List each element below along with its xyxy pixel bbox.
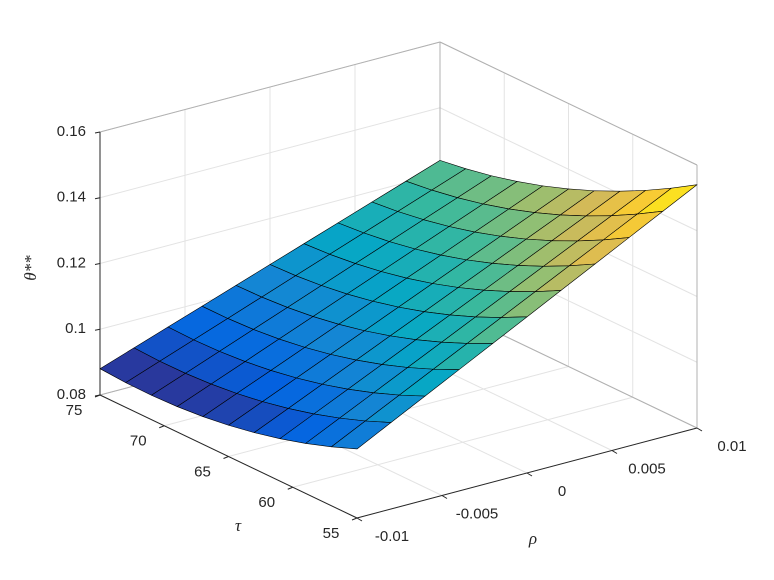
z-tick-label: 0.1: [65, 320, 86, 337]
x-tick-label: -0.005: [456, 505, 499, 522]
y-tick-label: 75: [66, 402, 83, 419]
x-tick-label: 0.01: [717, 438, 746, 455]
grid-line: [99, 107, 441, 199]
x-tick-label: 0.005: [628, 460, 666, 477]
y-tick: [287, 486, 293, 490]
box-edge: [99, 41, 441, 133]
grid-line: [99, 173, 441, 264]
z-tick: [94, 328, 101, 331]
y-tick-label: 55: [323, 525, 340, 542]
y-axis-label: τ: [235, 516, 242, 535]
x-tick-label: -0.01: [375, 528, 409, 545]
z-tick-label: 0.12: [57, 254, 86, 271]
surface-patch: [330, 420, 392, 450]
y-tick: [351, 517, 358, 521]
x-axis-label: ρ: [528, 529, 537, 548]
z-tick: [94, 263, 101, 265]
y-tick-label: 60: [258, 494, 275, 511]
x-tick: [526, 472, 533, 477]
z-tick: [94, 197, 101, 200]
y-tick: [159, 425, 165, 429]
box-edge: [439, 41, 698, 166]
y-tick-label: 70: [130, 433, 147, 450]
z-tick-label: 0.16: [57, 123, 86, 140]
z-tick-label: 0.08: [57, 386, 86, 403]
z-tick-label: 0.14: [57, 189, 86, 206]
x-tick-label: 0: [558, 483, 566, 500]
z-axis-label: θ**: [21, 255, 40, 281]
grid-line: [292, 396, 633, 488]
y-tick-label: 65: [194, 463, 211, 480]
z-tick: [94, 131, 101, 134]
x-tick: [356, 517, 363, 522]
y-tick: [223, 456, 229, 459]
x-tick: [696, 427, 703, 432]
z-tick: [94, 394, 101, 397]
x-tick: [441, 495, 448, 499]
x-tick: [611, 450, 618, 454]
